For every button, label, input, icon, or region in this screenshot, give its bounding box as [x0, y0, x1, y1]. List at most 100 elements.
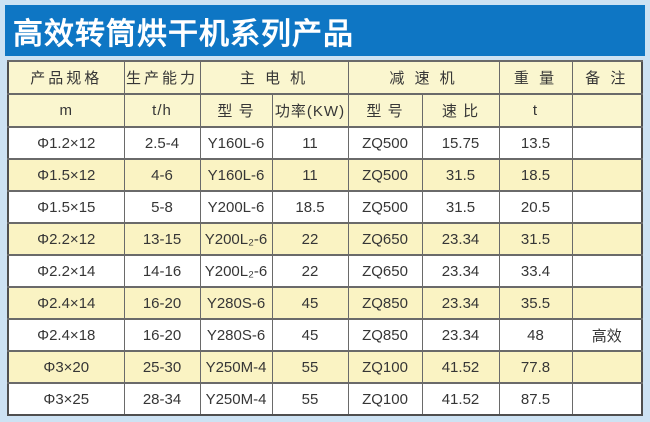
- cell-speed-ratio: 23.34: [421, 254, 500, 288]
- cell-motor-power: 55: [271, 382, 349, 416]
- cell-weight: 31.5: [498, 222, 573, 256]
- cell-reducer-model: ZQ650: [347, 222, 423, 256]
- cell-weight: 87.5: [498, 382, 573, 416]
- cell-weight: 48: [498, 318, 573, 352]
- cell-reducer-model: ZQ500: [347, 126, 423, 160]
- cell-capacity: 16-20: [123, 318, 201, 352]
- cell-remark: [571, 126, 643, 160]
- cell-remark: [571, 254, 643, 288]
- cell-motor-model: Y200L₂-6: [199, 254, 273, 288]
- cell-motor-power: 11: [271, 158, 349, 192]
- header-main-motor: 主 电 机: [199, 60, 349, 95]
- cell-spec: Φ1.2×12: [7, 126, 125, 160]
- table-row: Φ1.5×15 5-8 Y200L-6 18.5 ZQ500 31.5 20.5: [7, 190, 643, 224]
- cell-remark: [571, 382, 643, 416]
- cell-spec: Φ2.2×14: [7, 254, 125, 288]
- title-bar: 高效转筒烘干机系列产品: [5, 5, 645, 56]
- table-row: Φ3×20 25-30 Y250M-4 55 ZQ100 41.52 77.8: [7, 350, 643, 384]
- cell-weight: 20.5: [498, 190, 573, 224]
- cell-capacity: 25-30: [123, 350, 201, 384]
- cell-reducer-model: ZQ850: [347, 286, 423, 320]
- header-product-spec: 产品规格: [7, 60, 125, 95]
- unit-remark: [571, 93, 643, 128]
- table-row: Φ1.2×12 2.5-4 Y160L-6 11 ZQ500 15.75 13.5: [7, 126, 643, 160]
- cell-capacity: 16-20: [123, 286, 201, 320]
- cell-capacity: 28-34: [123, 382, 201, 416]
- unit-capacity: t/h: [123, 93, 201, 128]
- cell-spec: Φ1.5×12: [7, 158, 125, 192]
- unit-spec: m: [7, 93, 125, 128]
- unit-motor-model: 型 号: [199, 93, 273, 128]
- cell-capacity: 13-15: [123, 222, 201, 256]
- table-row: Φ2.2×14 14-16 Y200L₂-6 22 ZQ650 23.34 33.4: [7, 254, 643, 288]
- cell-motor-model: Y160L-6: [199, 158, 273, 192]
- header-reducer: 减 速 机: [347, 60, 500, 95]
- cell-reducer-model: ZQ100: [347, 382, 423, 416]
- cell-motor-model: Y200L-6: [199, 190, 273, 224]
- cell-spec: Φ2.2×12: [7, 222, 125, 256]
- cell-capacity: 5-8: [123, 190, 201, 224]
- cell-motor-model: Y200L₂-6: [199, 222, 273, 256]
- cell-spec: Φ2.4×18: [7, 318, 125, 352]
- cell-remark: [571, 158, 643, 192]
- table-row: Φ1.5×12 4-6 Y160L-6 11 ZQ500 31.5 18.5: [7, 158, 643, 192]
- cell-remark: [571, 350, 643, 384]
- cell-reducer-model: ZQ100: [347, 350, 423, 384]
- cell-reducer-model: ZQ500: [347, 158, 423, 192]
- cell-reducer-model: ZQ850: [347, 318, 423, 352]
- cell-weight: 13.5: [498, 126, 573, 160]
- cell-spec: Φ2.4×14: [7, 286, 125, 320]
- cell-speed-ratio: 23.34: [421, 286, 500, 320]
- cell-reducer-model: ZQ650: [347, 254, 423, 288]
- cell-speed-ratio: 23.34: [421, 222, 500, 256]
- cell-spec: Φ1.5×15: [7, 190, 125, 224]
- cell-speed-ratio: 41.52: [421, 382, 500, 416]
- cell-motor-model: Y280S-6: [199, 318, 273, 352]
- cell-weight: 35.5: [498, 286, 573, 320]
- cell-motor-power: 45: [271, 286, 349, 320]
- cell-motor-model: Y280S-6: [199, 286, 273, 320]
- cell-weight: 77.8: [498, 350, 573, 384]
- cell-speed-ratio: 23.34: [421, 318, 500, 352]
- cell-motor-power: 22: [271, 222, 349, 256]
- unit-motor-power: 功率(KW): [271, 93, 349, 128]
- cell-motor-power: 22: [271, 254, 349, 288]
- table-row: Φ2.2×12 13-15 Y200L₂-6 22 ZQ650 23.34 31.5: [7, 222, 643, 256]
- cell-motor-power: 55: [271, 350, 349, 384]
- table-row: Φ3×25 28-34 Y250M-4 55 ZQ100 41.52 87.5: [7, 382, 643, 416]
- unit-weight: t: [498, 93, 573, 128]
- cell-motor-power: 18.5: [271, 190, 349, 224]
- header-row-units: m t/h 型 号 功率(KW) 型 号 速 比 t: [7, 93, 643, 128]
- cell-remark: [571, 286, 643, 320]
- cell-speed-ratio: 41.52: [421, 350, 500, 384]
- cell-motor-model: Y250M-4: [199, 350, 273, 384]
- unit-reducer-model: 型 号: [347, 93, 423, 128]
- header-row-groups: 产品规格 生产能力 主 电 机 减 速 机 重 量 备 注: [7, 60, 643, 95]
- cell-capacity: 14-16: [123, 254, 201, 288]
- cell-capacity: 4-6: [123, 158, 201, 192]
- header-remark: 备 注: [571, 60, 643, 95]
- cell-speed-ratio: 31.5: [421, 190, 500, 224]
- cell-spec: Φ3×25: [7, 382, 125, 416]
- cell-motor-power: 11: [271, 126, 349, 160]
- cell-motor-model: Y250M-4: [199, 382, 273, 416]
- header-weight: 重 量: [498, 60, 573, 95]
- spec-table: 产品规格 生产能力 主 电 机 减 速 机 重 量 备 注 m t/h 型 号 …: [7, 60, 643, 416]
- cell-reducer-model: ZQ500: [347, 190, 423, 224]
- cell-motor-power: 45: [271, 318, 349, 352]
- cell-speed-ratio: 31.5: [421, 158, 500, 192]
- cell-speed-ratio: 15.75: [421, 126, 500, 160]
- table-row: Φ2.4×14 16-20 Y280S-6 45 ZQ850 23.34 35.5: [7, 286, 643, 320]
- cell-capacity: 2.5-4: [123, 126, 201, 160]
- cell-weight: 33.4: [498, 254, 573, 288]
- table-body: Φ1.2×12 2.5-4 Y160L-6 11 ZQ500 15.75 13.5 Φ1.5×…: [7, 126, 643, 416]
- cell-remark: [571, 190, 643, 224]
- table-row: Φ2.4×18 16-20 Y280S-6 45 ZQ850 23.34 48 高效: [7, 318, 643, 352]
- page-title: 高效转筒烘干机系列产品: [13, 17, 354, 51]
- cell-remark: [571, 222, 643, 256]
- cell-spec: Φ3×20: [7, 350, 125, 384]
- header-capacity: 生产能力: [123, 60, 201, 95]
- cell-motor-model: Y160L-6: [199, 126, 273, 160]
- unit-speed-ratio: 速 比: [421, 93, 500, 128]
